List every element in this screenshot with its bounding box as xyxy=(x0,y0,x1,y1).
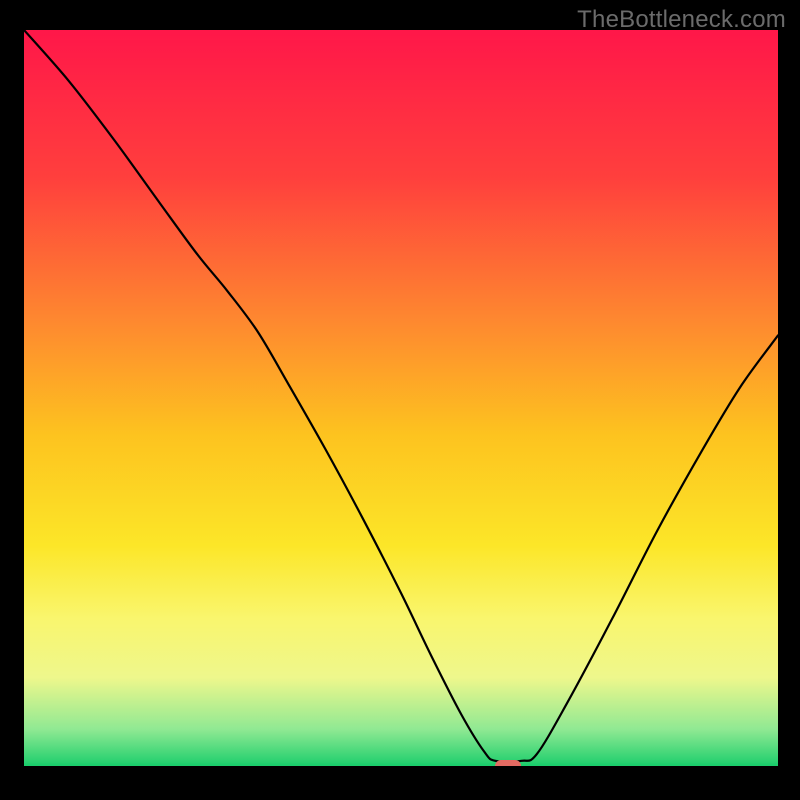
optimal-marker xyxy=(495,760,521,772)
bottleneck-chart xyxy=(0,0,800,800)
gradient-background xyxy=(24,30,778,766)
watermark-text: TheBottleneck.com xyxy=(577,6,786,34)
chart-container xyxy=(0,0,800,800)
